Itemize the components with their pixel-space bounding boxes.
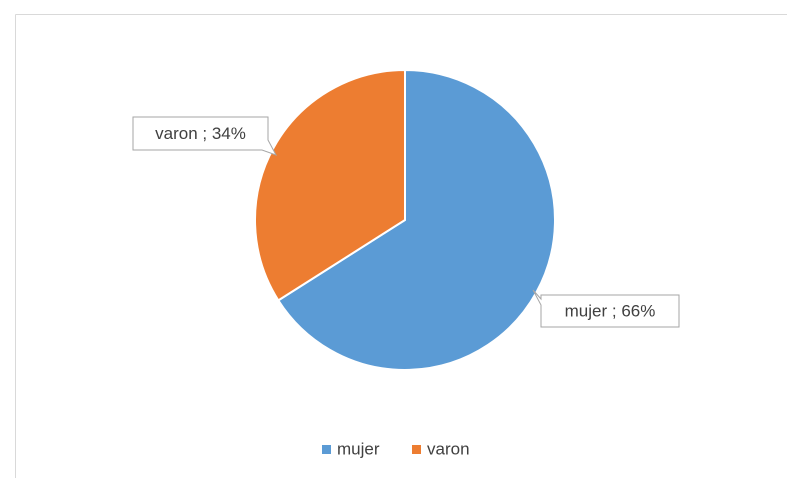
legend-label: varon	[427, 439, 470, 458]
data-label-box	[132, 116, 278, 156]
data-label-box	[532, 289, 680, 328]
legend-swatch	[412, 445, 421, 454]
pie-slice	[254, 68, 406, 302]
legend-swatch	[322, 445, 331, 454]
pie-slice	[276, 68, 556, 371]
data-label: varon ; 34%	[155, 124, 246, 143]
data-label: mujer ; 66%	[565, 301, 656, 320]
legend-label: mujer	[337, 439, 380, 458]
